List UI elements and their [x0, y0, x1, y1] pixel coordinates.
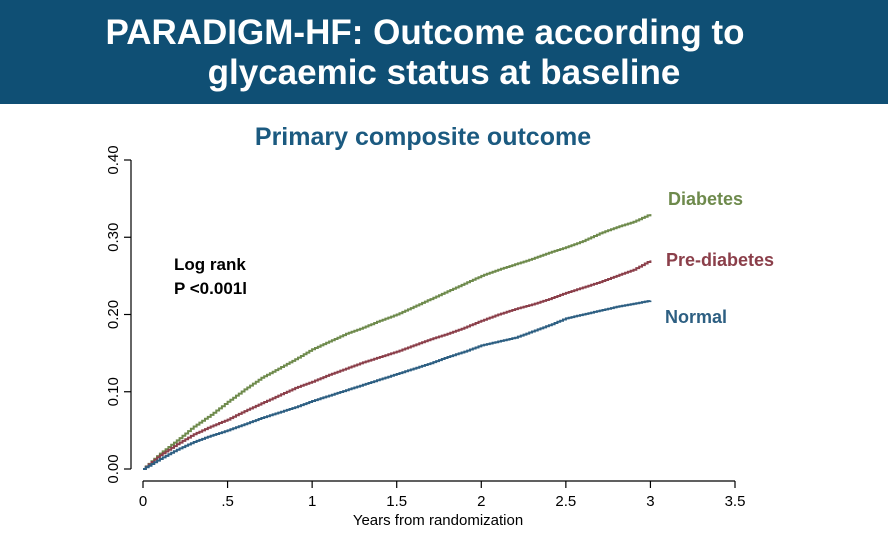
- series-line-normal: [143, 300, 652, 470]
- x-tick-label: 0: [139, 493, 147, 510]
- y-tick-label: 0.00: [105, 454, 122, 483]
- series-line-diabetes: [143, 214, 652, 470]
- x-tick-label: 1.5: [386, 493, 407, 510]
- series-label-diabetes: Diabetes: [668, 189, 743, 209]
- series-line-pre-diabetes: [143, 260, 652, 470]
- y-tick-label: 0.20: [105, 300, 122, 329]
- slide-title-line-1: PARADIGM-HF: Outcome according to: [105, 13, 745, 52]
- slide-header: PARADIGM-HF: Outcome according to glycae…: [0, 0, 888, 104]
- series-label-normal: Normal: [665, 307, 727, 327]
- y-tick-label: 0.30: [105, 223, 122, 252]
- x-tick-label: 2.5: [555, 493, 576, 510]
- y-tick-label: 0.40: [105, 145, 122, 174]
- x-tick-label: 1: [308, 493, 316, 510]
- x-tick-label: 3: [646, 493, 654, 510]
- annotation-line-2: P <0.001l: [174, 279, 247, 298]
- axes: 0 .5 1 1.5 2 2.5 3 3.5 0.00 0.10 0.20 0.30 0.40: [105, 145, 745, 510]
- km-chart: Primary composite outcome 0 .5 1 1.5 2 2.5 3 3.…: [105, 123, 774, 529]
- series-layer: Diabetes Pre-diabetes Normal: [143, 189, 774, 470]
- slide-title-line-2: glycaemic status at baseline: [207, 53, 681, 92]
- annotation-line-1: Log rank: [174, 255, 246, 274]
- series-label-pre-diabetes: Pre-diabetes: [666, 250, 774, 270]
- x-tick-label: .5: [221, 493, 234, 510]
- chart-title: Primary composite outcome: [255, 123, 591, 151]
- x-axis-label: Years from randomization: [353, 512, 523, 529]
- y-tick-label: 0.10: [105, 377, 122, 406]
- x-tick-label: 2: [477, 493, 485, 510]
- x-tick-label: 3.5: [725, 493, 746, 510]
